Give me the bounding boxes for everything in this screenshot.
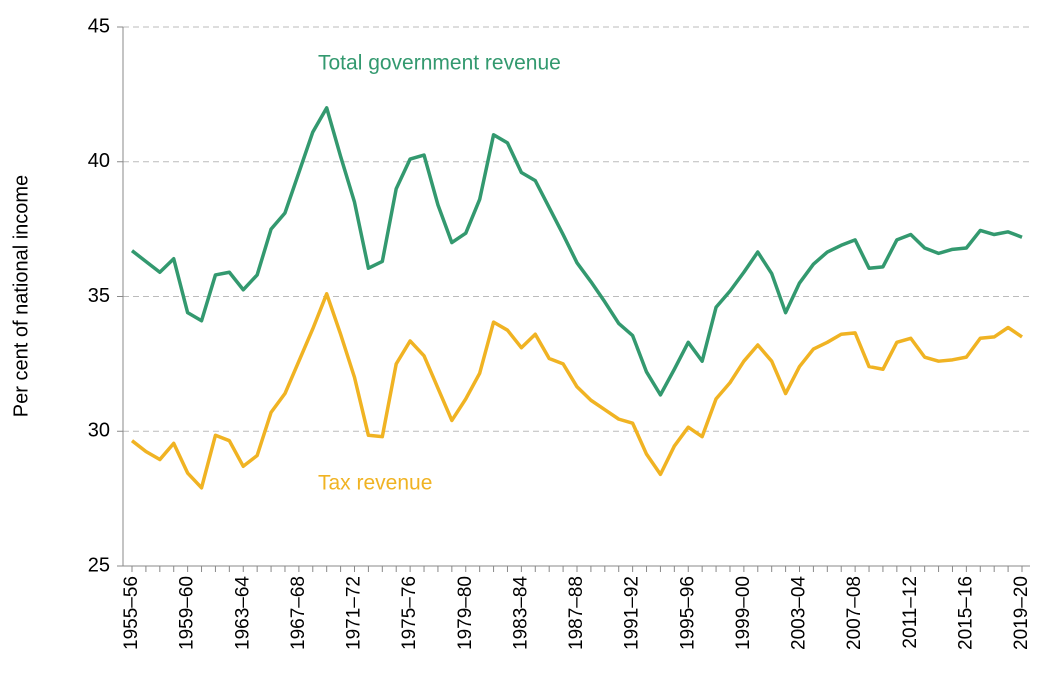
x-tick-label: 2011–12 xyxy=(900,576,921,649)
x-tick-label: 1999–00 xyxy=(733,576,754,650)
y-axis-label: Per cent of national income xyxy=(10,175,32,417)
series-label: Tax revenue xyxy=(318,472,432,495)
x-tick-label: 2003–04 xyxy=(789,576,810,650)
x-tick-label: 2015–16 xyxy=(955,576,976,650)
y-tick-label: 45 xyxy=(88,15,110,37)
x-tick-label: 1995–96 xyxy=(677,576,698,650)
x-tick-label: 1983–84 xyxy=(510,576,531,650)
y-tick-label: 30 xyxy=(88,420,110,442)
series-label: Total government revenue xyxy=(318,52,561,75)
y-tick-label: 35 xyxy=(88,285,110,307)
x-tick-label: 2019–20 xyxy=(1011,576,1032,650)
x-tick-label: 1967–68 xyxy=(288,576,309,650)
x-tick-label: 1963–64 xyxy=(232,576,253,650)
x-tick-label: 1979–80 xyxy=(455,576,476,650)
y-tick-label: 40 xyxy=(88,150,110,172)
x-tick-label: 1971–72 xyxy=(344,576,365,650)
x-tick-label: 2007–08 xyxy=(844,576,865,650)
x-tick-label: 1955–56 xyxy=(121,576,142,650)
series-line xyxy=(130,106,1023,397)
x-tick-label: 1991–92 xyxy=(622,576,643,650)
x-tick-label: 1975–76 xyxy=(399,576,420,650)
x-tick-label: 1987–88 xyxy=(566,576,587,650)
x-tick-label: 1959–60 xyxy=(177,576,198,650)
series-line xyxy=(130,292,1023,490)
y-tick-label: 25 xyxy=(88,554,110,576)
